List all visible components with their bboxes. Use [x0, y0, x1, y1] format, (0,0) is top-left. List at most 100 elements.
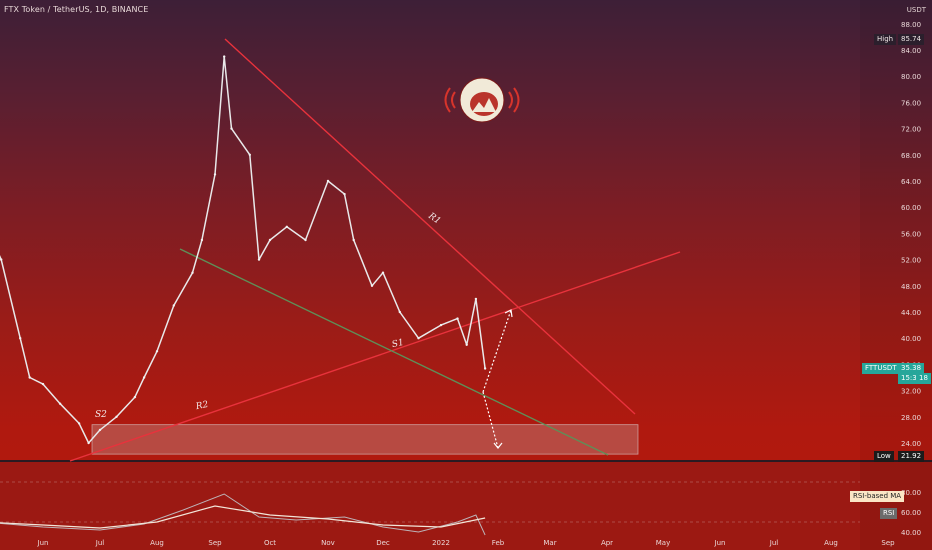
price-point: [268, 238, 272, 242]
price-point: [439, 323, 443, 327]
projection-up: [482, 309, 512, 393]
y-tick-label: 28.00: [901, 414, 921, 422]
support-zone: [91, 424, 639, 455]
rsi-label: RSI: [880, 508, 898, 519]
y-tick-label: 60.00: [901, 204, 921, 212]
x-tick-label: Jun: [714, 539, 726, 547]
price-point: [41, 382, 45, 386]
y-tick-label: 56.00: [901, 230, 921, 238]
price-point: [370, 284, 374, 287]
logo-wave-left-outer: [444, 87, 451, 113]
logo-wave-left: [451, 91, 456, 109]
projection-down: [482, 391, 499, 449]
rsi-ma-label: RSI-based MA: [850, 491, 905, 502]
x-tick-label: Oct: [264, 539, 276, 547]
y-tick-label: 24.00: [901, 440, 921, 448]
price-point: [474, 297, 478, 301]
price-point: [213, 173, 217, 176]
countdown-b: 18: [916, 373, 931, 384]
currency-label: USDT: [906, 6, 926, 14]
annotation-s2: S2: [95, 410, 107, 420]
price-point: [115, 415, 118, 418]
projection-down-head: [493, 442, 503, 449]
x-tick-label: Jul: [769, 539, 779, 547]
high-value: 85.74: [898, 34, 925, 45]
x-tick-label: Nov: [321, 539, 335, 547]
price-point: [200, 238, 204, 242]
rsi-tick-label: 80.00: [901, 489, 921, 497]
y-tick-label: 44.00: [901, 309, 921, 317]
price-point: [465, 343, 468, 346]
rsi-panel-background: [0, 461, 932, 550]
chart-title: FTX Token / TetherUS, 1D, BINANCE: [4, 5, 149, 14]
low-value: 21.92: [898, 451, 925, 462]
y-tick-label: 72.00: [901, 126, 921, 134]
y-tick-label: 52.00: [901, 257, 921, 265]
price-axis-area: [860, 0, 932, 550]
price-point: [87, 441, 90, 445]
price-point: [456, 317, 459, 320]
resistance-line-r1: [224, 38, 636, 415]
x-tick-label: Mar: [543, 539, 556, 547]
x-tick-label: Aug: [824, 539, 838, 547]
x-tick-label: May: [656, 539, 670, 547]
x-tick-label: Aug: [150, 539, 164, 547]
price-point: [304, 238, 307, 242]
y-tick-label: 32.00: [901, 388, 921, 396]
y-tick-label: 80.00: [901, 73, 921, 81]
logo-wave-right: [508, 91, 513, 109]
price-point: [28, 376, 31, 379]
price-point: [381, 271, 385, 274]
price-point: [19, 337, 22, 340]
y-tick-label: 88.00: [901, 21, 921, 29]
price-point: [248, 153, 251, 156]
price-point: [172, 304, 175, 307]
y-tick-label: 64.00: [901, 178, 921, 186]
price-point: [223, 55, 226, 58]
x-tick-label: Dec: [376, 539, 390, 547]
price-point: [417, 337, 420, 340]
symbol-label: FTTUSDT: [862, 363, 900, 374]
price-point: [343, 192, 346, 196]
logo-mountain: [472, 98, 496, 112]
price-point: [133, 395, 137, 399]
y-tick-label: 76.00: [901, 99, 921, 107]
price-point: [155, 350, 159, 353]
y-tick-label: 40.00: [901, 335, 921, 343]
price-point: [326, 179, 330, 183]
resistance-line-r2: [69, 251, 681, 462]
x-tick-label: Sep: [881, 539, 895, 547]
price-series-line: [0, 55, 486, 444]
price-point: [352, 238, 355, 242]
low-label: Low: [874, 451, 894, 462]
price-point: [285, 225, 288, 228]
x-tick-label: Jun: [37, 539, 49, 547]
rsi-series-line: [0, 493, 486, 536]
price-point: [58, 402, 62, 405]
logo-wave-right-outer: [513, 87, 520, 113]
price-point: [0, 258, 3, 261]
y-tick-label: 48.00: [901, 283, 921, 291]
support-line-s1: [179, 248, 609, 456]
price-point: [483, 367, 487, 370]
y-tick-label: 84.00: [901, 47, 921, 55]
countdown-a: 15:37: [898, 373, 925, 384]
x-tick-label: Feb: [492, 539, 505, 547]
price-badge: 35.38: [898, 363, 925, 374]
x-tick-label: Jul: [95, 539, 105, 547]
price-point: [98, 428, 102, 432]
x-tick-label: 2022: [432, 539, 450, 547]
x-tick-label: Apr: [601, 539, 613, 547]
rsi-tick-label: 60.00: [901, 509, 921, 517]
price-point: [191, 271, 194, 274]
rsi-tick-label: 40.00: [901, 529, 921, 537]
price-point: [257, 258, 261, 261]
price-point: [142, 376, 146, 379]
price-point: [230, 127, 233, 130]
projection-up-head: [504, 309, 513, 318]
rsi-ma-series-line: [0, 505, 486, 529]
high-label: High: [874, 34, 897, 45]
price-point: [398, 310, 401, 314]
